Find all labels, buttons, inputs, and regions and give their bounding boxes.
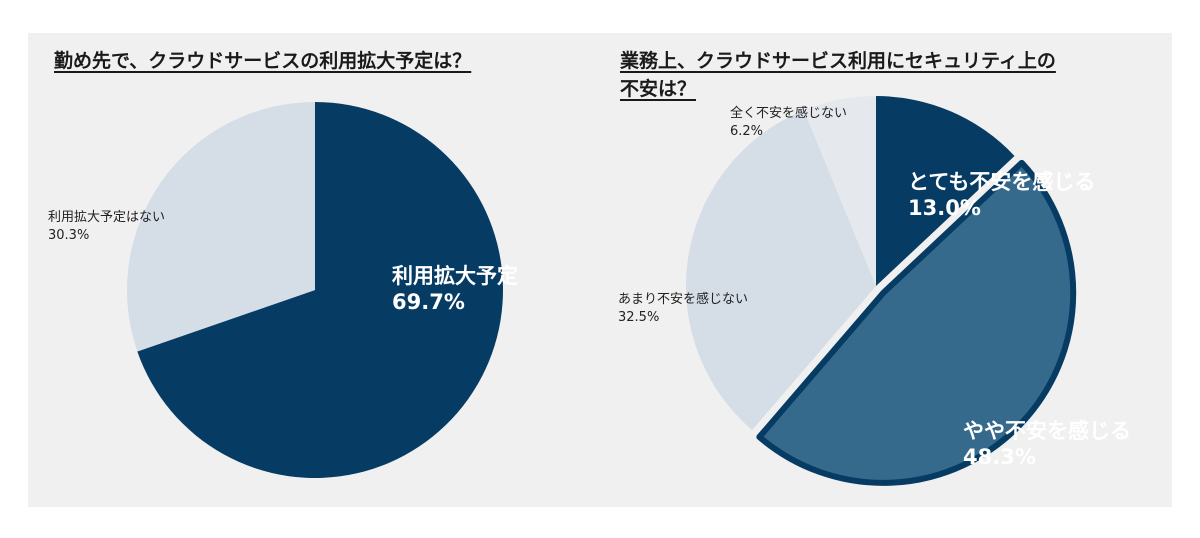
pie-slice [686, 110, 876, 431]
slice-label: 利用拡大予定はない [48, 210, 165, 225]
pie-slice [137, 102, 504, 478]
pie-slice [756, 159, 1077, 486]
slice-value-label: 30.3% [48, 228, 89, 243]
chart-title-line-1: 業務上、クラウドサービス利用にセキュリティ上の [620, 50, 1056, 72]
charts-panel: 勤め先で、クラウドサービスの利用拡大予定は？ 利用拡大予定 69.7% 利用拡大予定… [28, 33, 1172, 507]
pie-slice [876, 96, 1015, 286]
chart-title-line-2: 不安は？ [620, 78, 697, 100]
slice-label: あまり不安を感じない [618, 291, 748, 307]
pie-chart-expansion-plan: 勤め先で、クラウドサービスの利用拡大予定は？ 利用拡大予定 69.7% 利用拡大予定… [28, 33, 588, 507]
slice-value-label: 32.5% [618, 310, 659, 325]
pie-chart-security-concern: 業務上、クラウドサービス利用にセキュリティ上の 不安は？ とても不安を感じる 13… [588, 33, 1172, 507]
slice-label: 全く不安を感じない [730, 105, 847, 121]
slice-value-label: 6.2% [730, 124, 763, 139]
pie-slice [803, 96, 876, 286]
slice-value-label: 13.0% [908, 196, 981, 220]
chart-title: 勤め先で、クラウドサービスの利用拡大予定は？ [54, 50, 472, 72]
pie-slice [127, 102, 316, 352]
slice-label: 利用拡大予定 [392, 264, 518, 288]
slice-label: やや不安を感じる [963, 419, 1131, 443]
slice-label: とても不安を感じる [908, 170, 1095, 194]
slice-value-label: 69.7% [392, 290, 465, 314]
slice-value-label: 48.3% [963, 445, 1036, 469]
